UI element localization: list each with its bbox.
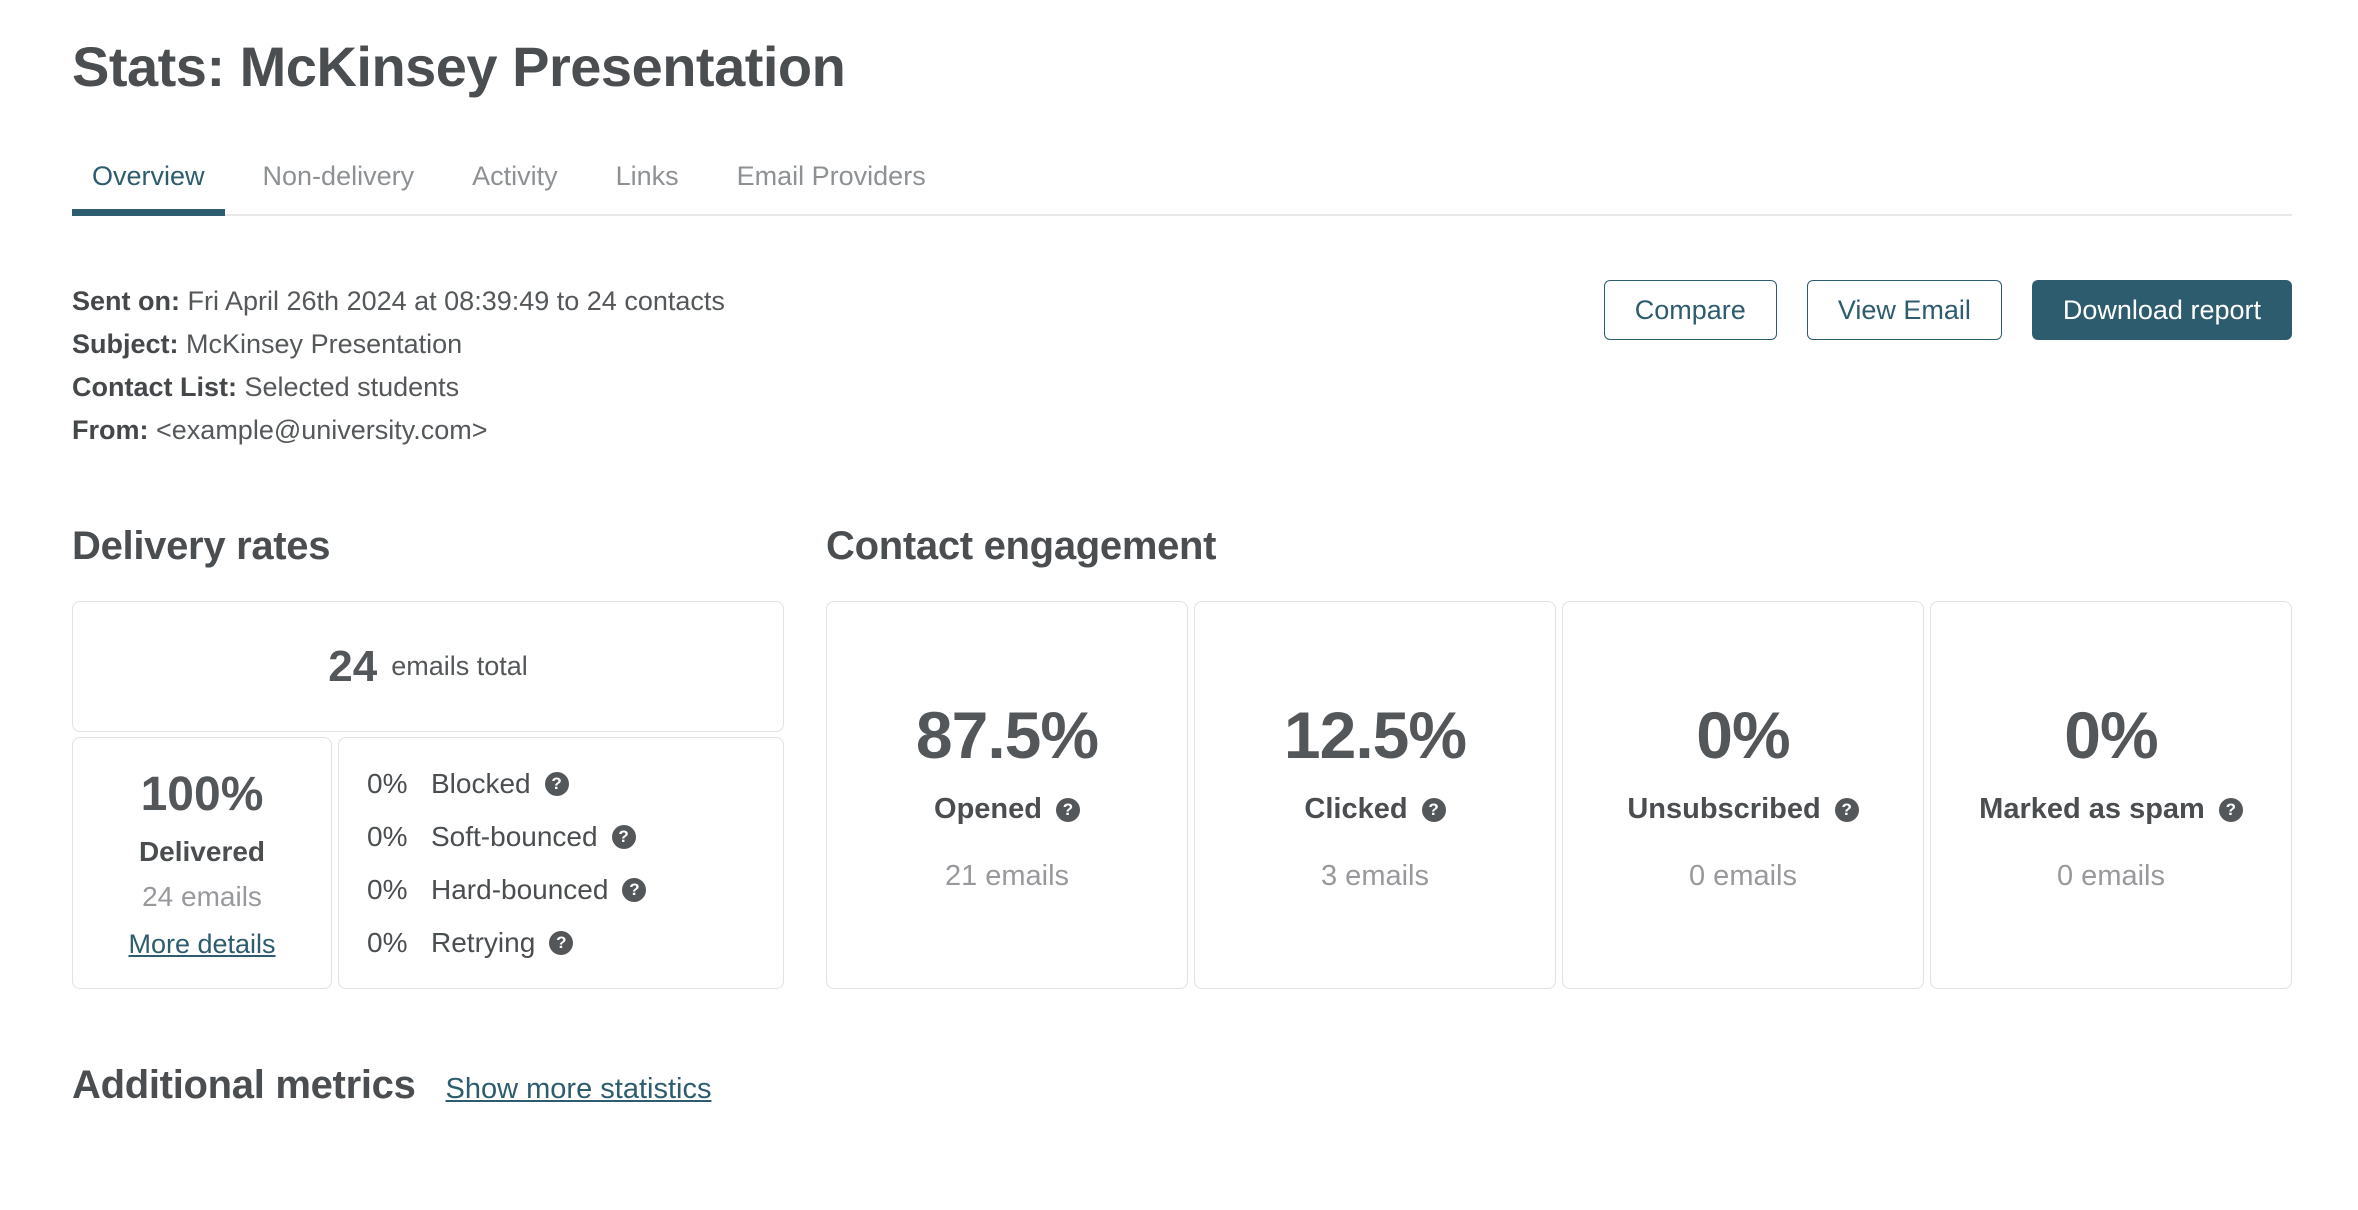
help-icon[interactable]: ? — [1055, 797, 1080, 822]
additional-metrics: Additional metrics Show more statistics — [72, 1063, 2292, 1108]
engagement-label-row: Opened ? — [934, 793, 1080, 826]
help-icon[interactable]: ? — [611, 824, 636, 849]
meta-row-from: From: <example@university.com> — [72, 409, 725, 452]
engagement-label-row: Clicked ? — [1304, 793, 1446, 826]
tab-email-providers[interactable]: Email Providers — [736, 161, 926, 191]
tab-activity[interactable]: Activity — [472, 161, 558, 191]
emails-total-value: 24 — [328, 641, 378, 691]
view-email-button[interactable]: View Email — [1806, 280, 2002, 340]
meta-label: Sent on: — [72, 286, 180, 316]
breakdown-label: Soft-bounced — [431, 820, 598, 852]
engagement-pct: 12.5% — [1283, 698, 1467, 772]
delivered-card: 100% Delivered 24 emails More details — [72, 737, 332, 989]
engagement-card-clicked: 12.5% Clicked ? 3 emails — [1194, 601, 1556, 989]
breakdown-label: Hard-bounced — [431, 873, 609, 905]
help-icon[interactable]: ? — [1421, 797, 1446, 822]
tab-bar: Overview Non-delivery Activity Links Ema… — [72, 161, 2292, 216]
help-icon[interactable]: ? — [1834, 797, 1859, 822]
engagement-heading: Contact engagement — [826, 524, 1217, 568]
engagement-card-unsubscribed: 0% Unsubscribed ? 0 emails — [1562, 601, 1924, 989]
meta-value: McKinsey Presentation — [186, 329, 463, 359]
meta-value: Fri April 26th 2024 at 08:39:49 to 24 co… — [187, 286, 725, 316]
meta-row-sent-on: Sent on: Fri April 26th 2024 at 08:39:49… — [72, 280, 725, 323]
meta-row-subject: Subject: McKinsey Presentation — [72, 323, 725, 366]
emails-total-label: emails total — [391, 651, 528, 681]
engagement-card-opened: 87.5% Opened ? 21 emails — [826, 601, 1188, 989]
emails-total-card: 24 emails total — [72, 601, 784, 732]
delivered-emails: 24 emails — [142, 880, 262, 912]
breakdown-row-retrying: 0% Retrying ? — [367, 927, 783, 959]
engagement-emails: 21 emails — [944, 860, 1070, 892]
engagement-emails: 0 emails — [2057, 860, 2165, 892]
engagement-label-row: Marked as spam ? — [1979, 793, 2243, 826]
tab-non-delivery[interactable]: Non-delivery — [262, 161, 415, 191]
delivery-heading: Delivery rates — [72, 524, 331, 568]
help-icon[interactable]: ? — [622, 877, 647, 902]
breakdown-label: Blocked — [431, 767, 531, 799]
meta-label: From: — [72, 415, 149, 445]
stats-page: Stats: McKinsey Presentation Overview No… — [0, 34, 2358, 1108]
engagement-label: Unsubscribed — [1627, 793, 1821, 825]
bounce-breakdown-card: 0% Blocked ? 0% Soft-bounced ? 0% Hard-b… — [338, 737, 784, 989]
engagement-label: Marked as spam — [1979, 793, 2205, 825]
meta-and-actions: Sent on: Fri April 26th 2024 at 08:39:49… — [72, 280, 2292, 452]
engagement-label-row: Unsubscribed ? — [1627, 793, 1859, 826]
engagement-emails: 3 emails — [1321, 860, 1429, 892]
breakdown-pct: 0% — [367, 926, 408, 958]
breakdown-row-soft-bounced: 0% Soft-bounced ? — [367, 821, 783, 853]
delivery-breakdown-row: 100% Delivered 24 emails More details 0%… — [72, 737, 784, 989]
meta-value: <example@university.com> — [156, 415, 488, 445]
breakdown-row-blocked: 0% Blocked ? — [367, 768, 783, 800]
actions-toolbar: Compare View Email Download report — [1603, 280, 2292, 452]
delivered-label: Delivered — [138, 835, 266, 867]
breakdown-pct: 0% — [367, 873, 408, 905]
show-more-statistics-link[interactable]: Show more statistics — [445, 1073, 712, 1105]
engagement-section: Contact engagement 87.5% Opened ? 21 ema… — [826, 524, 2292, 989]
delivery-section: Delivery rates 24 emails total 100% Deli… — [72, 524, 784, 989]
meta-label: Subject: — [72, 329, 179, 359]
download-report-button[interactable]: Download report — [2031, 280, 2292, 340]
engagement-label: Opened — [934, 793, 1042, 825]
campaign-meta: Sent on: Fri April 26th 2024 at 08:39:49… — [72, 280, 725, 452]
more-details-link[interactable]: More details — [128, 928, 276, 959]
help-icon[interactable]: ? — [549, 930, 574, 955]
engagement-pct: 0% — [1696, 698, 1790, 772]
breakdown-label: Retrying — [431, 926, 536, 958]
delivery-cards: 24 emails total 100% Delivered 24 emails… — [72, 601, 784, 989]
page-title: Stats: McKinsey Presentation — [72, 35, 846, 98]
tab-overview[interactable]: Overview — [72, 161, 225, 216]
stats-sections: Delivery rates 24 emails total 100% Deli… — [72, 524, 2292, 989]
help-icon[interactable]: ? — [544, 771, 569, 796]
engagement-cards: 87.5% Opened ? 21 emails 12.5% Clicked ?… — [826, 601, 2292, 989]
meta-value: Selected students — [244, 372, 460, 402]
help-icon[interactable]: ? — [2218, 797, 2243, 822]
engagement-pct: 0% — [2064, 698, 2158, 772]
breakdown-pct: 0% — [367, 820, 408, 852]
compare-button[interactable]: Compare — [1603, 280, 1777, 340]
tab-links[interactable]: Links — [615, 161, 679, 191]
meta-row-contact-list: Contact List: Selected students — [72, 366, 725, 409]
meta-label: Contact List: — [72, 372, 237, 402]
breakdown-row-hard-bounced: 0% Hard-bounced ? — [367, 874, 783, 906]
delivered-pct: 100% — [140, 767, 264, 821]
engagement-emails: 0 emails — [1689, 860, 1797, 892]
additional-metrics-heading: Additional metrics — [72, 1063, 416, 1107]
breakdown-pct: 0% — [367, 767, 408, 799]
engagement-pct: 87.5% — [915, 698, 1099, 772]
engagement-label: Clicked — [1304, 793, 1408, 825]
engagement-card-marked-as-spam: 0% Marked as spam ? 0 emails — [1930, 601, 2292, 989]
